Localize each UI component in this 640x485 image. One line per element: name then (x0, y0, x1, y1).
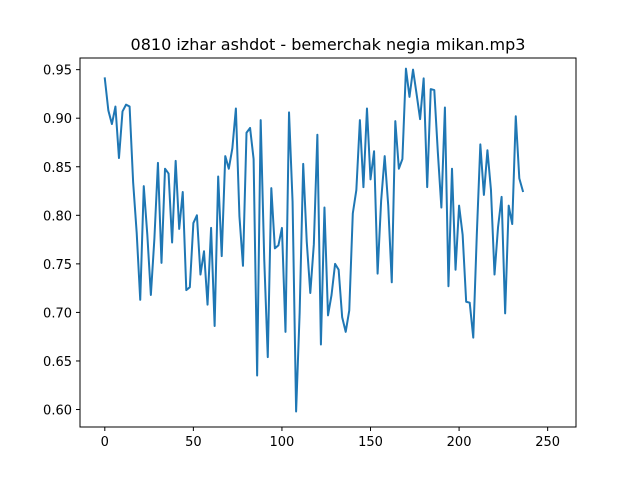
series-line-0 (103, 67, 525, 413)
x-tick-label: 50 (185, 435, 202, 450)
x-tick-label: 200 (447, 435, 472, 450)
y-tick-label: 0.95 (43, 64, 72, 79)
x-tick-label: 150 (358, 435, 383, 450)
plot-frame (79, 57, 577, 428)
x-tick-label: 0 (101, 435, 109, 450)
y-tick-label: 0.60 (43, 404, 72, 419)
x-tick-label: 250 (535, 435, 560, 450)
y-tick-label: 0.85 (43, 161, 72, 176)
y-tick-label: 0.65 (43, 355, 72, 370)
plot-data (103, 67, 525, 413)
y-tick-label: 0.70 (43, 306, 72, 321)
y-tick-label: 0.90 (43, 112, 72, 127)
chart-title: 0810 izhar ashdot - bemerchak negia mika… (131, 35, 526, 54)
y-tick-label: 0.80 (43, 209, 72, 224)
x-tick-label: 100 (270, 435, 295, 450)
y-tick-label: 0.75 (43, 258, 72, 273)
axes: 0 50 100 150 200 250 0.60 0.65 0.70 0.75 0.80 0.85 0… (43, 57, 577, 450)
